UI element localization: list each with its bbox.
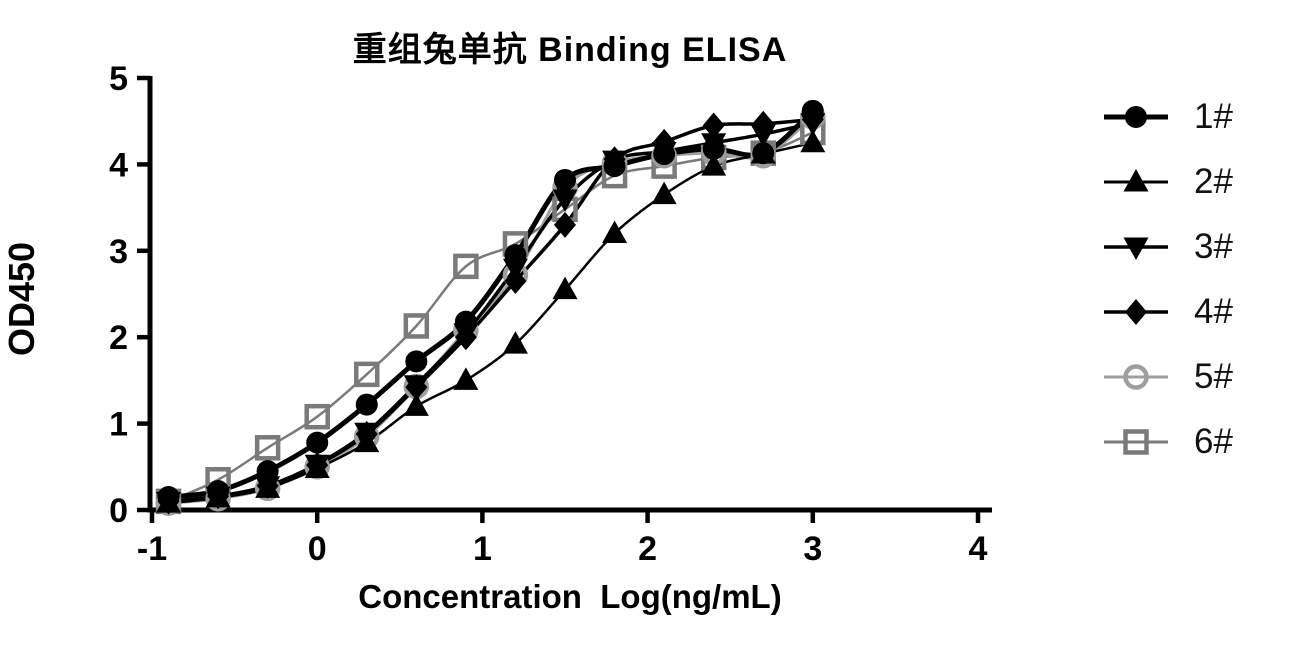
y-tick-label: 1	[109, 406, 128, 444]
y-tick-label: 5	[109, 60, 128, 98]
legend-label: 5#	[1194, 357, 1233, 396]
y-tick-label: 2	[109, 319, 128, 357]
x-tick-label: 3	[803, 530, 822, 568]
legend-item-4: 4#	[1102, 279, 1297, 344]
x-tick-label: 2	[638, 530, 657, 568]
legend-marker-square-open	[1104, 428, 1168, 455]
legend-label: 4#	[1194, 292, 1233, 331]
legend-item-6: 6#	[1102, 409, 1297, 474]
series-line-3	[166, 121, 815, 504]
chart-title: 重组兔单抗 Binding ELISA	[352, 31, 788, 69]
legend-item-1: 1#	[1102, 84, 1297, 149]
x-axis-label: Concentration Log(ng/mL)	[358, 578, 782, 615]
x-tick-label: 0	[308, 530, 327, 568]
series-markers-6	[155, 119, 826, 515]
legend-marker-diamond-filled	[1104, 298, 1168, 325]
legend-marker-circle-filled	[1104, 105, 1168, 128]
legend-label: 1#	[1194, 97, 1233, 136]
series-line-6	[167, 131, 815, 503]
legend-item-3: 3#	[1102, 214, 1297, 279]
y-tick-label: 3	[109, 233, 128, 271]
legend-marker-triangle-down-filled	[1104, 237, 1168, 260]
series-markers-1	[157, 99, 824, 509]
legend-item-5: 5#	[1102, 344, 1297, 409]
legend-item-2: 2#	[1102, 149, 1297, 214]
y-axis-label: OD450	[1, 241, 42, 357]
legend-label: 2#	[1194, 162, 1233, 201]
legend-marker-circle-open	[1104, 363, 1168, 390]
y-tick-label: 0	[109, 492, 128, 530]
legend-label: 3#	[1194, 227, 1233, 266]
x-tick-label: 4	[969, 530, 988, 568]
legend: 1# 2# 3# 4# 5# 6#	[1102, 84, 1297, 474]
x-tick-label: -1	[137, 530, 167, 568]
legend-label: 6#	[1194, 422, 1233, 461]
x-tick-label: 1	[473, 530, 492, 568]
y-tick-label: 4	[109, 146, 128, 184]
legend-marker-triangle-up-filled	[1104, 168, 1168, 191]
series-line-4	[166, 117, 815, 504]
